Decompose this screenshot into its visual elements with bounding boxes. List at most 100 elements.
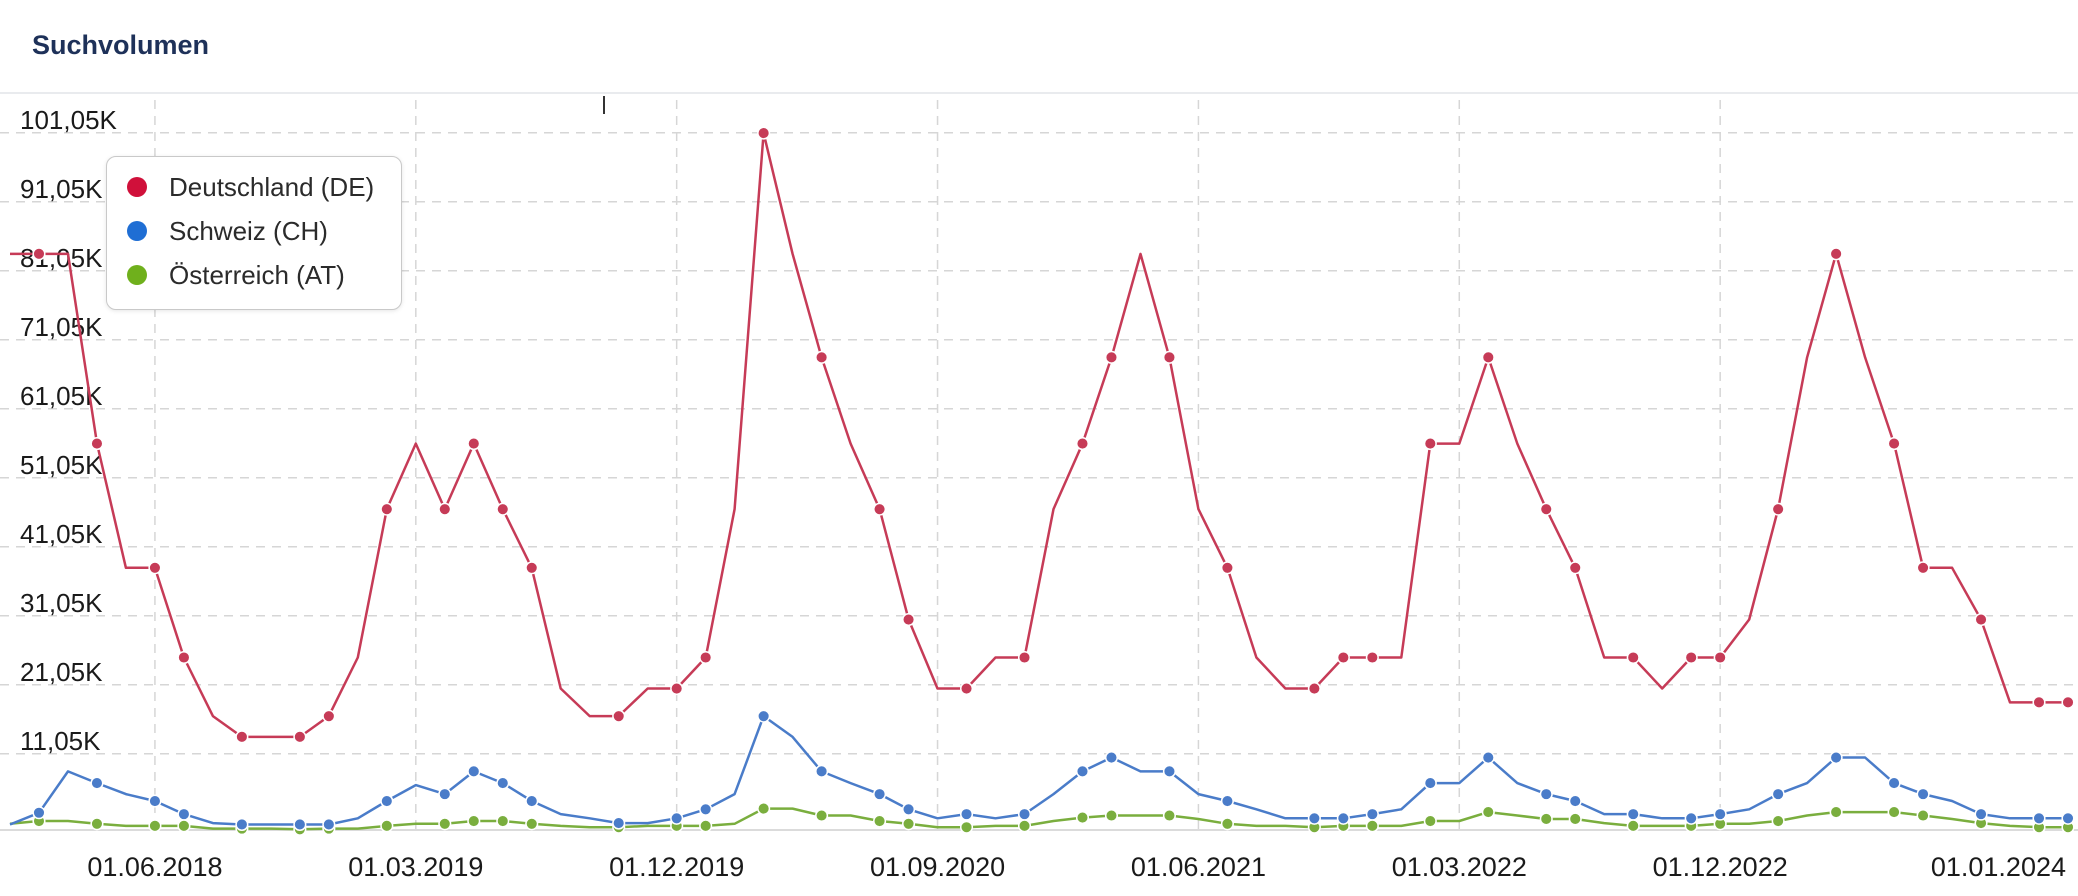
data-point-de[interactable]	[293, 730, 307, 744]
data-point-ch[interactable]	[1887, 776, 1901, 790]
data-point-de[interactable]	[1162, 350, 1176, 364]
data-point-ch[interactable]	[1713, 807, 1727, 821]
data-point-ch[interactable]	[1568, 794, 1582, 808]
data-point-ch[interactable]	[1423, 776, 1437, 790]
data-point-at[interactable]	[1568, 812, 1582, 826]
data-point-at[interactable]	[496, 814, 510, 828]
data-point-de[interactable]	[1336, 650, 1350, 665]
data-point-ch[interactable]	[380, 794, 394, 808]
data-point-at[interactable]	[1423, 814, 1437, 828]
data-point-de[interactable]	[1365, 650, 1379, 665]
data-point-de[interactable]	[612, 709, 626, 723]
data-point-ch[interactable]	[1481, 751, 1495, 765]
data-point-ch[interactable]	[757, 709, 771, 723]
data-point-at[interactable]	[1626, 819, 1640, 833]
data-point-de[interactable]	[1423, 437, 1437, 451]
data-point-at[interactable]	[699, 819, 713, 833]
data-point-at[interactable]	[1220, 817, 1234, 831]
data-point-de[interactable]	[1539, 502, 1553, 516]
data-point-ch[interactable]	[612, 816, 626, 830]
data-point-ch[interactable]	[1017, 807, 1032, 821]
data-point-at[interactable]	[90, 817, 104, 831]
data-point-ch[interactable]	[32, 806, 46, 820]
data-point-de[interactable]	[525, 561, 539, 575]
data-point-at[interactable]	[1017, 819, 1032, 833]
legend-item-ch[interactable]: Schweiz (CH)	[127, 211, 328, 251]
data-point-ch[interactable]	[873, 787, 887, 801]
data-point-de[interactable]	[1684, 650, 1698, 665]
data-point-at[interactable]	[873, 814, 887, 828]
data-point-de[interactable]	[757, 126, 771, 140]
data-point-at[interactable]	[1771, 814, 1785, 828]
data-point-at[interactable]	[1104, 808, 1119, 823]
data-point-at[interactable]	[1162, 808, 1176, 823]
data-point-at[interactable]	[380, 819, 394, 833]
data-point-de[interactable]	[1568, 561, 1582, 575]
data-point-ch[interactable]	[1974, 807, 1988, 821]
data-point-ch[interactable]	[1539, 787, 1553, 801]
data-point-ch[interactable]	[90, 776, 104, 790]
data-point-ch[interactable]	[1771, 787, 1785, 801]
data-point-de[interactable]	[496, 502, 510, 516]
data-point-de[interactable]	[1075, 437, 1090, 451]
data-point-de[interactable]	[815, 350, 829, 364]
data-point-ch[interactable]	[1626, 807, 1640, 821]
data-point-ch[interactable]	[2061, 811, 2075, 825]
data-point-at[interactable]	[1481, 805, 1495, 819]
data-point-ch[interactable]	[525, 794, 539, 808]
legend-item-at[interactable]: Österreich (AT)	[127, 255, 345, 295]
data-point-de[interactable]	[1017, 650, 1032, 665]
data-point-ch[interactable]	[670, 811, 684, 825]
data-point-ch[interactable]	[322, 817, 336, 832]
data-point-ch[interactable]	[235, 817, 249, 832]
data-point-de[interactable]	[699, 650, 713, 665]
data-point-ch[interactable]	[699, 802, 713, 816]
data-point-de[interactable]	[380, 502, 394, 516]
data-point-ch[interactable]	[467, 764, 481, 778]
data-point-ch[interactable]	[177, 807, 191, 821]
data-point-de[interactable]	[1626, 650, 1640, 665]
data-point-ch[interactable]	[2032, 811, 2046, 825]
data-point-de[interactable]	[1481, 350, 1495, 364]
legend-item-de[interactable]: Deutschland (DE)	[127, 167, 374, 207]
data-point-de[interactable]	[1307, 682, 1321, 696]
data-point-de[interactable]	[1104, 350, 1119, 364]
data-point-de[interactable]	[1220, 561, 1234, 575]
data-point-de[interactable]	[670, 682, 684, 696]
data-point-de[interactable]	[438, 502, 452, 516]
data-point-ch[interactable]	[902, 802, 916, 816]
data-point-at[interactable]	[757, 802, 771, 816]
data-point-ch[interactable]	[815, 764, 829, 778]
data-point-ch[interactable]	[1336, 811, 1350, 825]
data-point-at[interactable]	[1075, 811, 1090, 825]
data-point-at[interactable]	[815, 808, 829, 823]
data-point-at[interactable]	[438, 817, 452, 831]
data-point-ch[interactable]	[148, 794, 162, 808]
data-point-de[interactable]	[1713, 650, 1727, 665]
data-point-de[interactable]	[177, 650, 191, 665]
data-point-ch[interactable]	[1104, 751, 1119, 765]
data-point-de[interactable]	[90, 437, 104, 451]
data-point-ch[interactable]	[959, 807, 974, 821]
data-point-ch[interactable]	[1365, 807, 1379, 821]
data-point-ch[interactable]	[438, 787, 452, 801]
data-point-de[interactable]	[2061, 695, 2075, 709]
data-point-ch[interactable]	[1220, 794, 1234, 808]
data-point-de[interactable]	[1974, 613, 1988, 627]
data-point-at[interactable]	[467, 814, 481, 828]
data-point-de[interactable]	[1887, 437, 1901, 451]
data-point-de[interactable]	[959, 682, 974, 696]
data-point-ch[interactable]	[1162, 764, 1176, 778]
data-point-ch[interactable]	[1829, 751, 1843, 765]
data-point-ch[interactable]	[293, 817, 307, 832]
data-point-de[interactable]	[902, 613, 916, 627]
data-point-at[interactable]	[959, 820, 974, 834]
data-point-at[interactable]	[177, 819, 191, 833]
data-point-at[interactable]	[148, 819, 162, 833]
data-point-at[interactable]	[902, 817, 916, 831]
data-point-at[interactable]	[1365, 819, 1379, 833]
data-point-at[interactable]	[1829, 805, 1843, 819]
data-point-de[interactable]	[1771, 502, 1785, 516]
data-point-de[interactable]	[1916, 561, 1930, 575]
data-point-ch[interactable]	[1684, 811, 1698, 825]
